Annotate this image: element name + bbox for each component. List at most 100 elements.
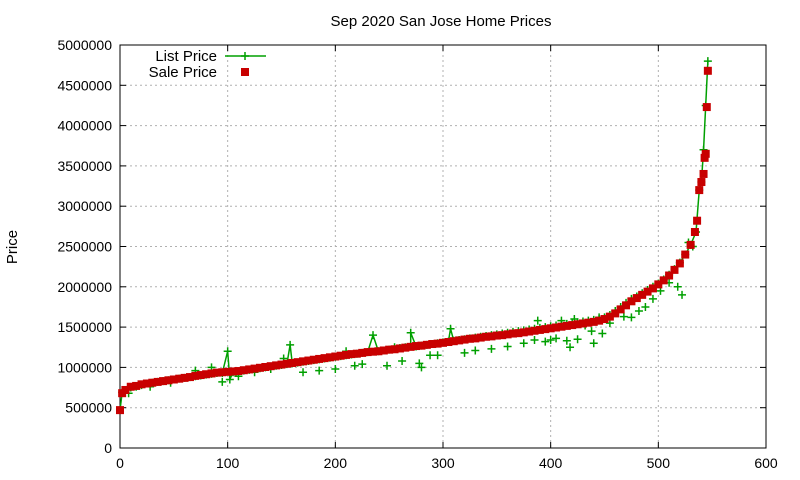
sale-price-point bbox=[164, 376, 173, 385]
sale-price-point bbox=[498, 331, 507, 340]
sale-price-point bbox=[600, 315, 609, 324]
list-price-line bbox=[119, 61, 709, 411]
sale-price-point bbox=[627, 297, 636, 306]
sale-price-point bbox=[568, 321, 577, 330]
legend-marker-sale-price bbox=[241, 68, 249, 76]
sale-price-point bbox=[121, 385, 130, 394]
sale-price-point bbox=[229, 367, 238, 376]
list-price-point bbox=[369, 331, 378, 340]
sale-price-point bbox=[605, 312, 614, 321]
sale-price-point bbox=[444, 338, 453, 347]
sale-price-point bbox=[632, 294, 641, 303]
list-price-point bbox=[627, 313, 636, 322]
list-price-point bbox=[460, 348, 469, 357]
sale-price-point bbox=[406, 342, 415, 351]
axis-ticks: 0 100 200 300 400 500 600 0 500000 1000000 1500000… bbox=[57, 37, 777, 471]
list-price-point bbox=[315, 366, 324, 375]
sale-price-point bbox=[492, 331, 501, 340]
list-price-point bbox=[641, 302, 650, 311]
list-price-point bbox=[417, 363, 426, 372]
x-tick-label: 600 bbox=[754, 455, 778, 471]
sale-price-point bbox=[272, 361, 281, 370]
sale-price-point bbox=[686, 240, 695, 249]
list-price-point bbox=[487, 344, 496, 353]
sale-price-point bbox=[202, 370, 211, 379]
sale-price-point bbox=[439, 338, 447, 347]
x-tick-label: 100 bbox=[216, 455, 240, 471]
sale-price-point bbox=[508, 329, 517, 338]
sale-price-point bbox=[325, 353, 334, 362]
sale-price-point bbox=[670, 265, 679, 274]
sale-price-point bbox=[654, 280, 663, 289]
list-price-point bbox=[225, 375, 234, 384]
sale-price-point bbox=[304, 356, 313, 365]
list-price-point bbox=[703, 57, 712, 66]
sale-price-point bbox=[352, 349, 361, 358]
list-price-point bbox=[426, 351, 435, 360]
sale-price-point bbox=[401, 343, 410, 352]
sale-price-point bbox=[595, 316, 604, 325]
sale-price-point bbox=[369, 347, 378, 356]
list-price-point bbox=[552, 334, 561, 343]
sale-price-point bbox=[142, 379, 151, 388]
x-tick-label: 200 bbox=[324, 455, 348, 471]
y-tick-label: 1000000 bbox=[57, 359, 112, 375]
sale-price-point bbox=[379, 346, 388, 355]
sale-price-point bbox=[690, 227, 699, 236]
sale-price-point bbox=[525, 327, 534, 336]
sale-price-point bbox=[250, 364, 259, 373]
list-price-point bbox=[218, 377, 227, 386]
sale-price-point bbox=[196, 371, 205, 380]
list-price-point bbox=[471, 346, 480, 355]
legend: List Price Sale Price bbox=[149, 48, 266, 81]
sale-price-point bbox=[541, 325, 550, 334]
sale-price-point bbox=[503, 330, 512, 339]
y-tick-label: 3000000 bbox=[57, 198, 112, 214]
sale-price-point bbox=[573, 320, 582, 329]
sale-price-point bbox=[212, 368, 221, 377]
list-price-point bbox=[398, 356, 407, 365]
sale-price-point bbox=[578, 319, 587, 328]
list-price-point bbox=[541, 337, 550, 346]
sale-price-point bbox=[358, 348, 367, 357]
list-price-point bbox=[383, 361, 392, 370]
sale-price-point bbox=[428, 340, 437, 349]
x-tick-label: 0 bbox=[116, 455, 124, 471]
sale-price-point bbox=[207, 369, 216, 378]
list-price-point bbox=[519, 339, 528, 348]
sale-price-point bbox=[546, 324, 555, 333]
list-price-point bbox=[648, 294, 657, 303]
list-price-point bbox=[223, 347, 232, 356]
sale-price-point bbox=[342, 350, 351, 359]
list-price-point bbox=[589, 339, 598, 348]
x-tick-label: 400 bbox=[539, 455, 563, 471]
y-tick-label: 4000000 bbox=[57, 118, 112, 134]
sale-price-point bbox=[395, 344, 404, 353]
list-price-point bbox=[358, 360, 367, 369]
sale-price-point bbox=[169, 375, 178, 384]
sale-price-point bbox=[126, 382, 135, 391]
chart-title: Sep 2020 San Jose Home Prices bbox=[331, 13, 552, 30]
x-tick-label: 300 bbox=[431, 455, 455, 471]
sale-price-point bbox=[616, 305, 625, 314]
sale-price-point bbox=[374, 347, 383, 356]
sale-price-point bbox=[299, 357, 308, 366]
data-series bbox=[116, 57, 712, 415]
sale-price-point bbox=[336, 351, 345, 360]
list-price-point bbox=[299, 368, 308, 377]
sale-price-point bbox=[331, 352, 340, 361]
sale-price-point bbox=[659, 276, 668, 285]
sale-price-point bbox=[460, 335, 469, 344]
sale-price-point bbox=[455, 336, 464, 345]
sale-price-point bbox=[471, 334, 480, 343]
sale-price-point bbox=[148, 378, 157, 387]
list-price-point bbox=[587, 327, 596, 336]
sale-price-point bbox=[315, 354, 324, 363]
sale-price-point bbox=[622, 301, 631, 310]
sale-price-point bbox=[681, 250, 690, 259]
grid-lines bbox=[120, 45, 766, 448]
sale-price-point bbox=[638, 290, 647, 299]
sale-price-point bbox=[552, 323, 561, 332]
list-price-point bbox=[562, 336, 571, 345]
